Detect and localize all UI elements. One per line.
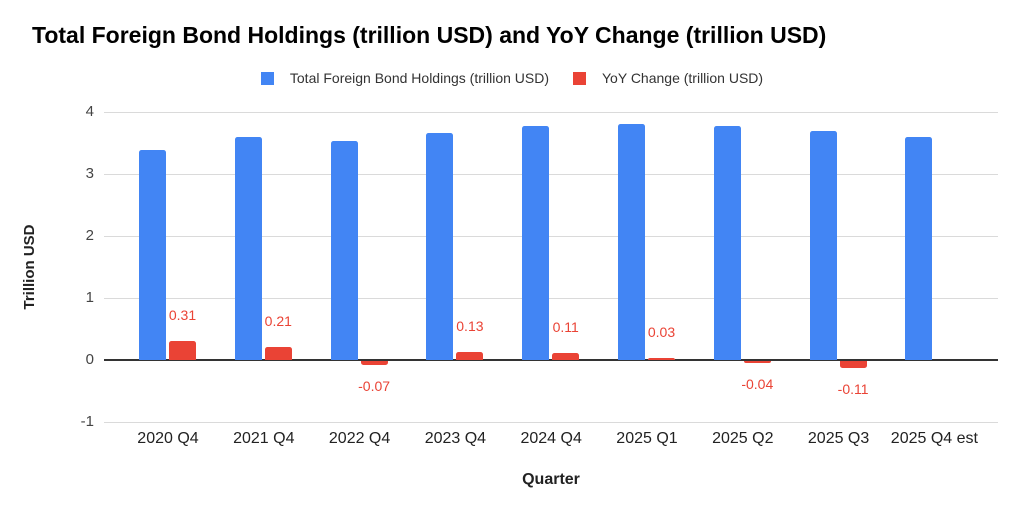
yoy-bar <box>552 353 580 360</box>
x-tick-label: 2023 Q4 <box>424 430 487 447</box>
y-tick-label: 3 <box>85 165 94 182</box>
legend: Total Foreign Bond Holdings (trillion US… <box>0 70 1024 86</box>
y-tick-label: 4 <box>85 103 94 120</box>
holdings-bar <box>426 133 454 360</box>
yoy-bar <box>648 358 675 360</box>
holdings-bar <box>139 149 166 360</box>
zero-baseline <box>104 359 998 361</box>
legend-label-yoy: YoY Change (trillion USD) <box>602 70 764 86</box>
legend-swatch-holdings-icon <box>260 71 274 85</box>
yoy-data-label: 0.11 <box>552 319 579 336</box>
x-tick-label: 2025 Q4 est <box>890 430 978 447</box>
holdings-bar <box>618 123 645 360</box>
gridline <box>104 112 998 113</box>
yoy-bar <box>169 340 196 360</box>
holdings-bar <box>234 136 262 360</box>
legend-swatch-yoy-icon <box>573 71 586 85</box>
gridline <box>104 174 998 175</box>
gridline <box>104 298 998 299</box>
yoy-data-label: -0.04 <box>741 376 774 393</box>
gridline <box>104 236 998 237</box>
y-tick-label: 0 <box>85 351 94 368</box>
holdings-bar <box>905 137 933 360</box>
yoy-data-label: 0.03 <box>647 324 676 341</box>
x-tick-label: 2020 Q4 <box>137 430 199 447</box>
holdings-bar <box>809 130 837 360</box>
holdings-bar <box>330 141 358 360</box>
legend-item-holdings: Total Foreign Bond Holdings (trillion US… <box>260 70 549 86</box>
gridline <box>104 422 998 423</box>
yoy-data-label: -0.07 <box>358 378 391 395</box>
x-tick-label: 2025 Q3 <box>807 430 870 447</box>
yoy-data-label: -0.11 <box>837 380 869 397</box>
y-tick-label: 2 <box>85 227 94 244</box>
x-axis-title: Quarter <box>522 471 580 488</box>
y-tick-label: -1 <box>80 413 94 430</box>
yoy-bar <box>360 361 388 366</box>
yoy-bar <box>839 361 867 368</box>
x-tick-label: 2025 Q1 <box>616 430 678 447</box>
holdings-bar <box>713 126 741 360</box>
y-axis-title: Trillion USD <box>21 224 38 310</box>
x-tick-label: 2022 Q4 <box>328 430 391 447</box>
legend-item-yoy: YoY Change (trillion USD) <box>573 70 763 86</box>
legend-label-holdings: Total Foreign Bond Holdings (trillion US… <box>289 70 549 86</box>
yoy-bar <box>743 361 771 364</box>
x-tick-label: 2025 Q2 <box>712 430 774 447</box>
yoy-bar <box>264 346 292 360</box>
holdings-bar <box>522 126 550 360</box>
yoy-bar <box>456 351 484 360</box>
x-tick-label: 2021 Q4 <box>233 430 295 447</box>
x-tick-label: 2024 Q4 <box>520 430 582 447</box>
yoy-data-label: 0.31 <box>168 306 197 323</box>
y-tick-label: 1 <box>85 289 94 306</box>
yoy-data-label: 0.13 <box>456 317 484 334</box>
chart-title: Total Foreign Bond Holdings (trillion US… <box>32 22 827 48</box>
yoy-data-label: 0.21 <box>264 312 292 329</box>
